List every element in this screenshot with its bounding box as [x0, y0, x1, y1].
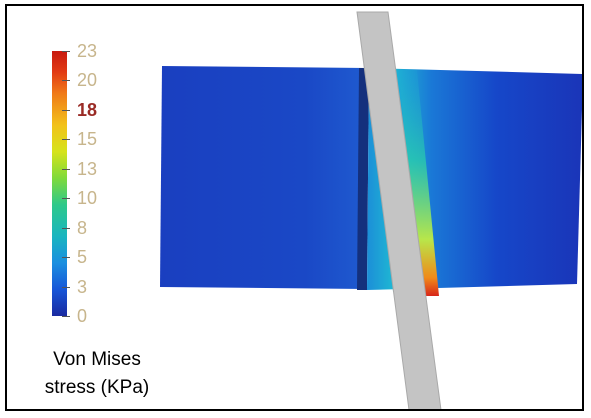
- colorbar: [52, 51, 67, 316]
- colorbar-tick-label: 10: [77, 188, 98, 209]
- colorbar-tick-label: 3: [77, 276, 88, 297]
- colorbar-tick-label: 23: [77, 41, 98, 61]
- colorbar-title: Von Mises stress (KPa): [17, 346, 177, 402]
- colorbar-title-line2: stress (KPa): [44, 377, 150, 398]
- colorbar-tick-mark: [62, 257, 70, 259]
- colorbar-tick-label: 0: [77, 306, 88, 326]
- colorbar-title-line1: Von Mises: [53, 349, 141, 370]
- figure-frame: 23 20 18 15 13 10 8 5 3 0 Von Mises stress (KPa): [5, 4, 584, 411]
- plate-seam: [357, 68, 369, 290]
- colorbar-tick-label: 8: [77, 217, 88, 238]
- colorbar-tick-label: 15: [77, 129, 98, 150]
- colorbar-tick-label: 13: [77, 158, 98, 179]
- colorbar-tick-label: 20: [77, 70, 98, 91]
- left-plate: [160, 66, 367, 289]
- colorbar-tick-mark: [62, 198, 70, 200]
- colorbar-tick-mark: [62, 80, 70, 82]
- colorbar-tick-mark: [62, 109, 70, 111]
- colorbar-tick-mark: [62, 227, 70, 229]
- colorbar-tick-mark: [62, 51, 70, 52]
- colorbar-tick-mark: [62, 286, 70, 288]
- stress-visualization: [160, 11, 582, 409]
- colorbar-tick-label: 18: [77, 99, 98, 120]
- rod: [356, 11, 442, 409]
- colorbar-tick-mark: [62, 168, 70, 170]
- colorbar-tick-mark: [62, 139, 70, 141]
- stress-concentration: [399, 70, 439, 296]
- colorbar-tick-mark: [62, 316, 70, 317]
- colorbar-tick-label: 5: [77, 247, 88, 268]
